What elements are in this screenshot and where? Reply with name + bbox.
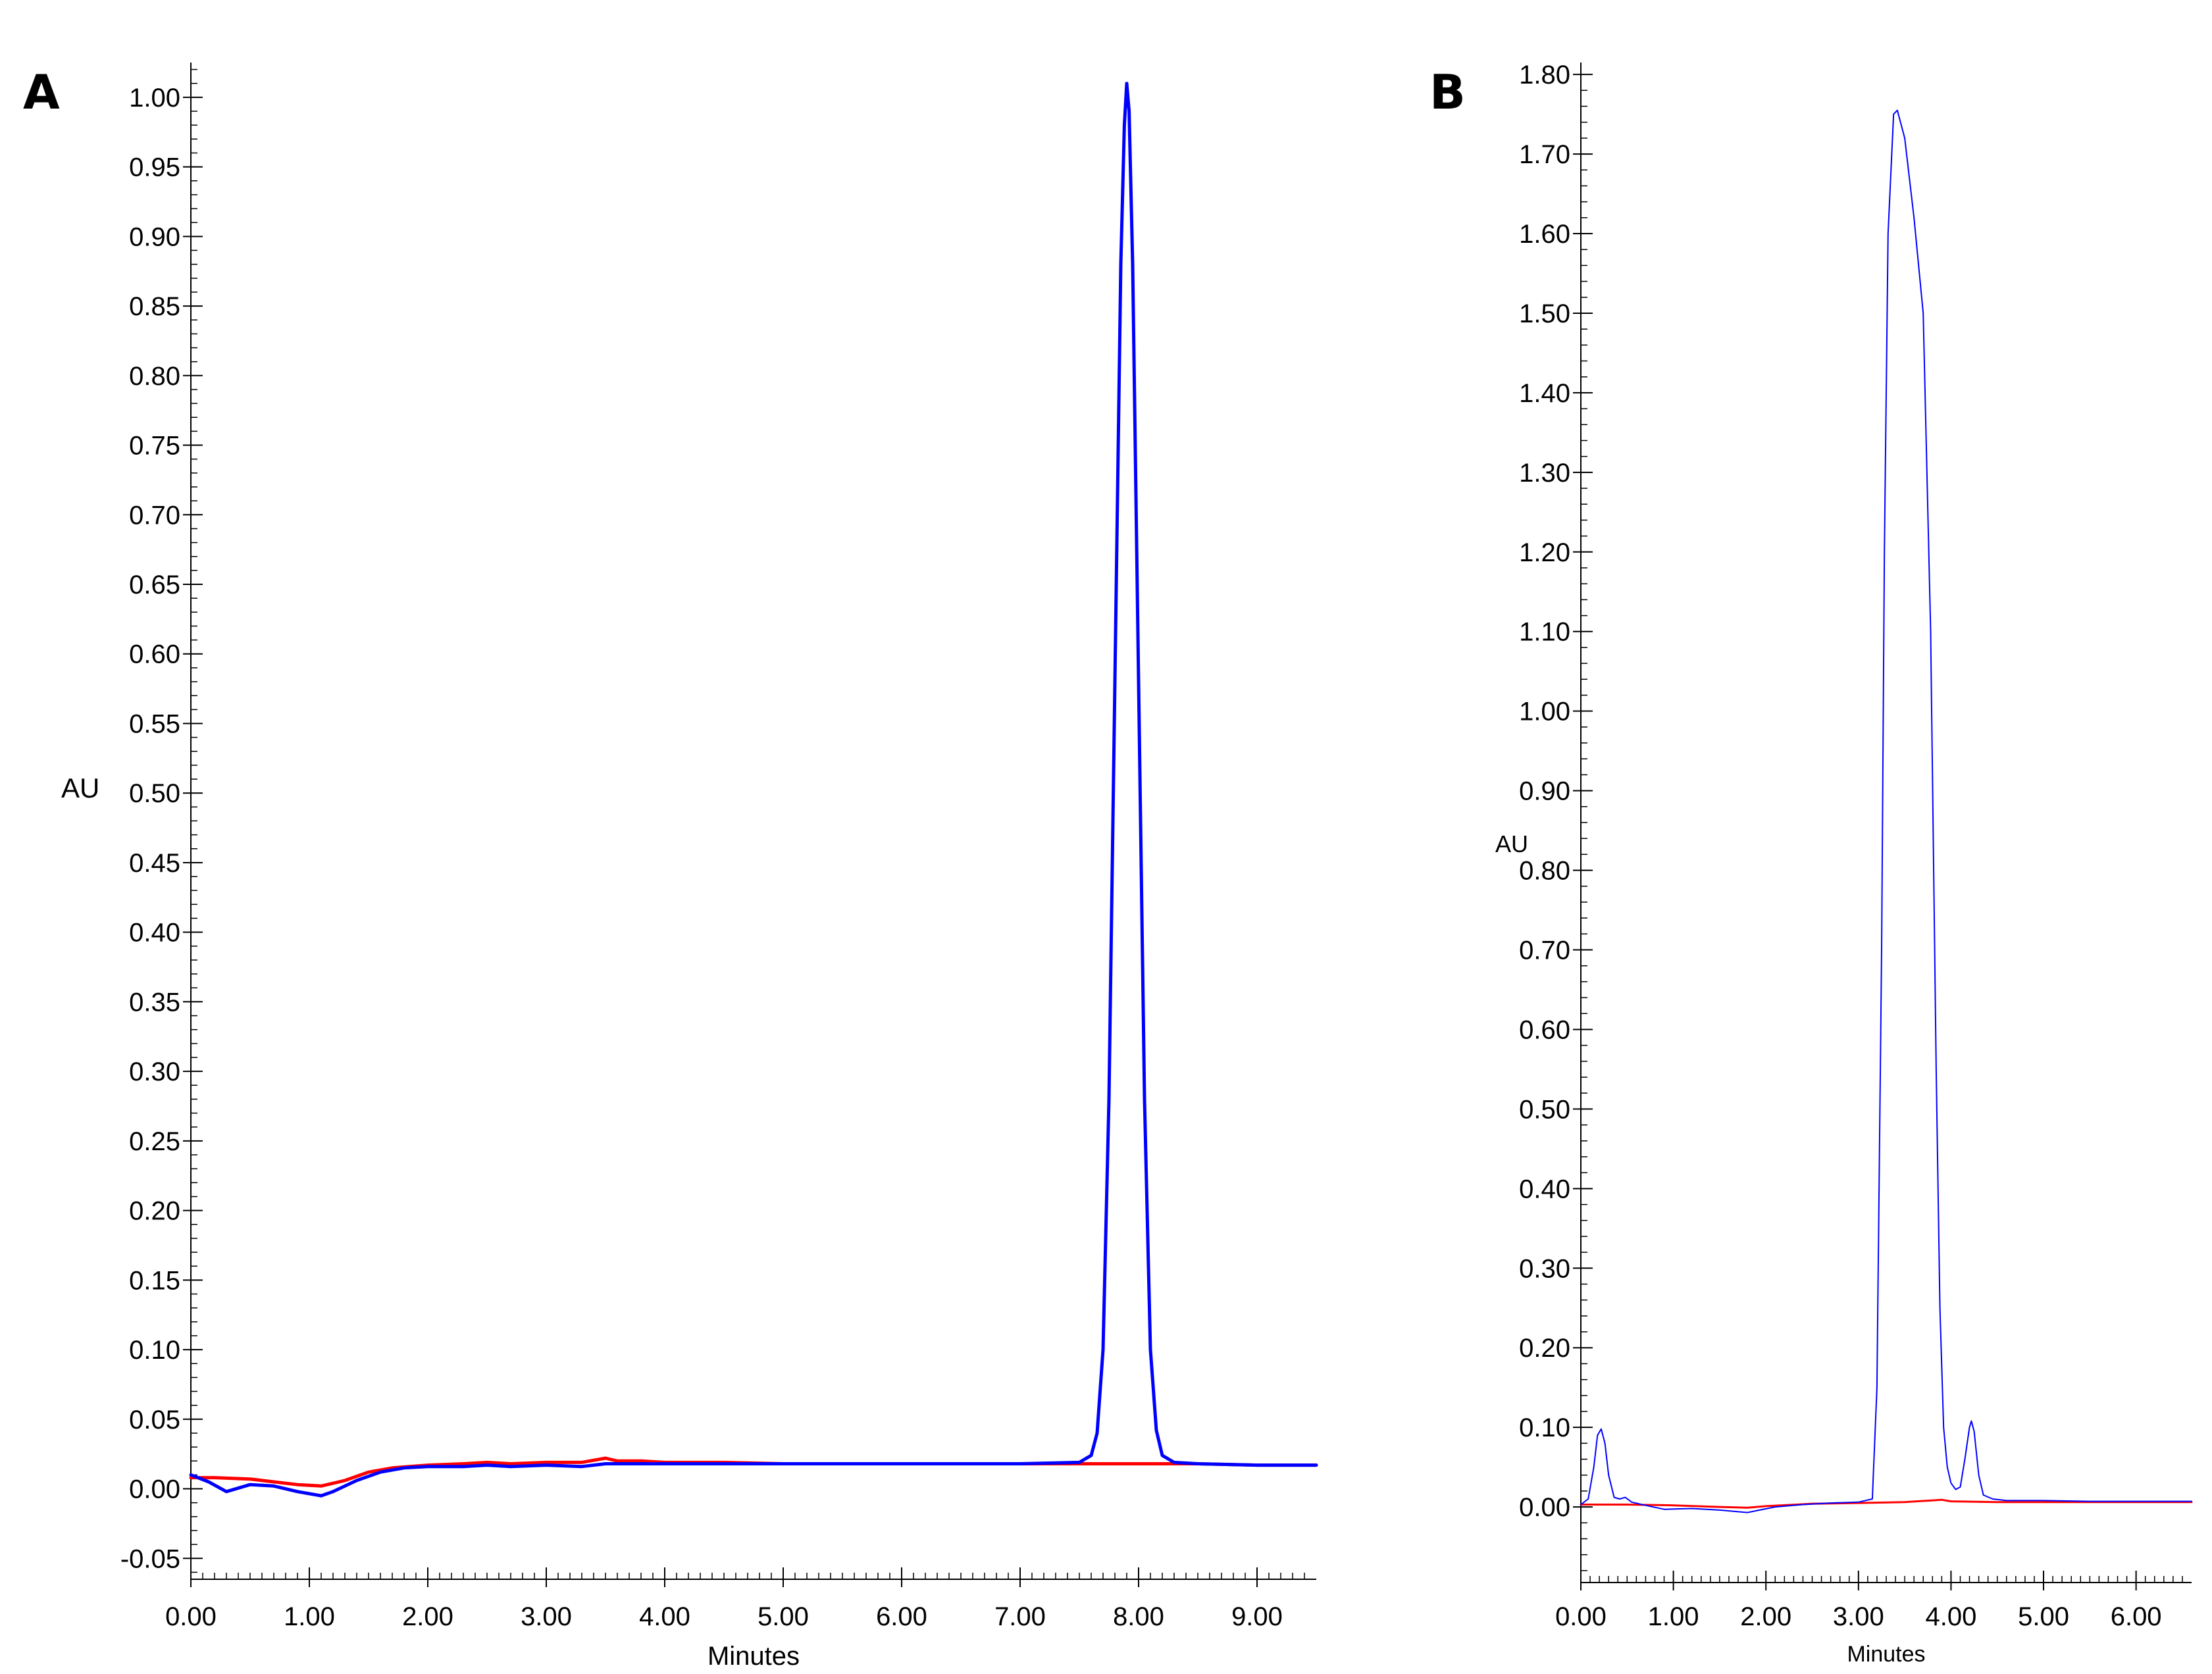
panel-a-y-tick-label: 0.15 — [129, 1266, 180, 1295]
panel-b-y-tick-label: 1.20 — [1519, 538, 1570, 567]
panel-b-y-tick-label: 1.50 — [1519, 299, 1570, 328]
panel-a-x-tick-label: 6.00 — [876, 1602, 927, 1631]
panel-a-y-tick-label: 0.80 — [129, 362, 180, 391]
panel-a-y-tick-label: 0.45 — [129, 849, 180, 878]
panel-b-label: B — [1429, 64, 1466, 120]
panel-a-x-tick-label: 4.00 — [639, 1602, 690, 1631]
panel-b-y-tick-label: 0.60 — [1519, 1015, 1570, 1044]
panel-a-series-blue-line — [189, 82, 1318, 1498]
panel-a-y-tick-label: 0.75 — [129, 432, 180, 461]
panel-a-y-axis-label: AU — [61, 773, 99, 803]
panel-a-y-tick-label: 0.25 — [129, 1127, 180, 1156]
panel-b-y-tick-label: 1.30 — [1519, 459, 1570, 488]
panel-b-x-tick-label: 1.00 — [1648, 1602, 1699, 1631]
panel-a-x-tick-label: 0.00 — [165, 1602, 217, 1631]
panel-b-y-tick-label: 1.40 — [1519, 379, 1570, 408]
panel-a-y-tick-label: 0.10 — [129, 1336, 180, 1365]
panel-a-y-tick-label: 0.60 — [129, 640, 180, 669]
panel-a-y-tick-label: 0.35 — [129, 988, 180, 1017]
panel-b-x-tick-label: 0.00 — [1555, 1602, 1607, 1631]
panel-b-y-tick-label: 1.10 — [1519, 618, 1570, 647]
panel-b-x-tick-label: 6.00 — [2111, 1602, 2162, 1631]
panel-b-y-tick-label: 1.70 — [1519, 140, 1570, 169]
panel-b-y-tick-label: 0.50 — [1519, 1095, 1570, 1124]
panel-a-y-tick-label: -0.05 — [120, 1544, 180, 1573]
panel-b-series-red-line — [1580, 1498, 2193, 1509]
panel-a-y-tick-label: 0.70 — [129, 501, 180, 530]
panel-b-y-tick-label: 1.80 — [1519, 61, 1570, 89]
panel-a-x-tick-label: 8.00 — [1113, 1602, 1164, 1631]
panel-b-y-tick-label: 1.00 — [1519, 698, 1570, 726]
panel-a-y-tick-label: 0.50 — [129, 779, 180, 808]
panel-b-y-tick-label: 0.80 — [1519, 857, 1570, 886]
panel-a-chart: A -0.05 0.00 0.05 0.10 0.15 0.20 0.25 0.30 0.35 0.… — [23, 63, 1318, 1671]
panel-a-x-tick-label: 9.00 — [1231, 1602, 1283, 1631]
panel-b-y-axis-label: AU — [1495, 830, 1528, 857]
panel-a-y-tick-label: 0.40 — [129, 919, 180, 948]
panel-a-y-tick-label: 0.20 — [129, 1197, 180, 1226]
panel-b-y-tick-label: 1.60 — [1519, 220, 1570, 249]
panel-b-x-tick-label: 5.00 — [2018, 1602, 2069, 1631]
panel-a-x-tick-label: 3.00 — [521, 1602, 572, 1631]
panel-a-y-tick-label: 0.05 — [129, 1406, 180, 1434]
panel-b-y-tick-label: 0.90 — [1519, 777, 1570, 806]
panel-b-y-tick-label: 0.20 — [1519, 1334, 1570, 1363]
panel-b-y-tick-label: 0.40 — [1519, 1175, 1570, 1204]
panel-b-y-tick-label: 0.30 — [1519, 1254, 1570, 1283]
panel-a-x-tick-label: 7.00 — [994, 1602, 1046, 1631]
panel-b-series-blue-line — [1580, 109, 2192, 1513]
panel-a-y-tick-label: 0.00 — [129, 1475, 180, 1504]
panel-b-x-tick-label: 4.00 — [1925, 1602, 1976, 1631]
panel-b-x-axis-label: Minutes — [1847, 1642, 1925, 1667]
panel-b-chart: B 0.00 0.10 0.20 0.30 0.40 0.50 0.60 0.70 0.80 0.9… — [1429, 61, 2193, 1667]
panel-a-y-tick-label: 0.85 — [129, 292, 180, 321]
panel-b-y-tick-label: 0.70 — [1519, 936, 1570, 965]
panel-a-x-axis-label: Minutes — [707, 1642, 800, 1671]
panel-b-y-tick-label: 0.00 — [1519, 1493, 1570, 1522]
panel-a-y-tick-label: 0.90 — [129, 222, 180, 251]
panel-a-x-tick-label: 5.00 — [758, 1602, 809, 1631]
panel-a-y-tick-label: 1.00 — [129, 84, 180, 113]
panel-a-y-tick-label: 0.55 — [129, 709, 180, 738]
panel-a-x-tick-label: 1.00 — [284, 1602, 335, 1631]
panel-a-x-tick-label: 2.00 — [402, 1602, 453, 1631]
panel-b-y-tick-label: 0.10 — [1519, 1413, 1570, 1442]
panel-b-x-tick-label: 2.00 — [1740, 1602, 1791, 1631]
panel-a-y-tick-label: 0.95 — [129, 153, 180, 182]
panel-a-label: A — [23, 64, 60, 120]
panel-a-y-tick-label: 0.30 — [129, 1057, 180, 1086]
panel-b-x-tick-label: 3.00 — [1833, 1602, 1884, 1631]
panel-a-y-tick-label: 0.65 — [129, 571, 180, 599]
